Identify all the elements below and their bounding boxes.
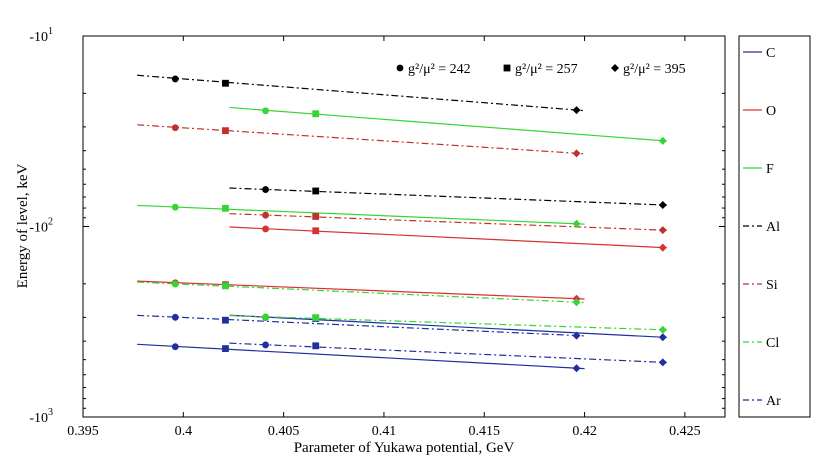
legend-label-si: Si [766, 278, 778, 293]
series-line-o [229, 226, 667, 249]
series-line-al [229, 187, 667, 206]
x-tick-label: 0.395 [67, 424, 99, 439]
legend-label-c: C [766, 46, 775, 61]
series-line-c [137, 343, 585, 370]
data-point-si-square [312, 213, 320, 220]
data-point-cl-circle [171, 280, 179, 288]
data-point-al-diamond [572, 106, 581, 115]
x-tick-label: 0.405 [268, 424, 300, 439]
data-point-o-diamond [658, 243, 667, 252]
legend-label-cl: Cl [766, 336, 779, 351]
data-point-f-circle [262, 107, 269, 115]
data-point-cl-square [222, 282, 229, 290]
series-layer [137, 74, 667, 370]
data-point-ar-square [312, 342, 320, 350]
series-line-f [229, 106, 667, 142]
x-tick-label: 0.42 [572, 424, 597, 439]
plot-area [82, 35, 726, 418]
data-point-cl-diamond [658, 325, 667, 334]
data-point-si-diamond [572, 149, 581, 158]
data-point-o-square [312, 227, 320, 235]
series-line-cl [229, 314, 667, 331]
legend-label-f: F [766, 162, 774, 177]
marker-legend-label: g²/μ² = 395 [623, 62, 686, 77]
y-tick-label: -101 [29, 26, 53, 45]
legend-marker-square-icon [503, 64, 511, 72]
marker-legend-label: g²/μ² = 242 [408, 62, 471, 77]
series-legend: C O F Al Si Cl Ar [743, 46, 781, 409]
x-tick-label: 0.41 [372, 424, 397, 439]
data-point-ar-diamond [658, 358, 667, 367]
data-point-ar-diamond [572, 331, 581, 340]
data-point-al-diamond [658, 200, 667, 209]
legend-box [738, 35, 811, 418]
data-point-al-square [312, 187, 320, 195]
data-point-cl-square [312, 314, 320, 322]
x-tick-label: 0.4 [175, 424, 193, 439]
data-point-al-circle [262, 186, 269, 193]
marker-legend-label: g²/μ² = 257 [515, 62, 578, 77]
data-point-ar-circle [262, 341, 269, 349]
data-point-f-square [222, 204, 229, 212]
data-point-cl-circle [262, 313, 269, 321]
legend-marker-diamond-icon [611, 64, 619, 72]
data-point-si-circle [262, 211, 269, 219]
data-point-f-circle [171, 203, 179, 211]
data-point-f-square [312, 110, 320, 118]
legend-label-al: Al [766, 220, 780, 235]
series-line-c [229, 314, 667, 339]
x-tick-label: 0.425 [669, 424, 701, 439]
series-line-ar [229, 342, 667, 364]
y-tick-label: -102 [29, 217, 53, 236]
data-point-c-circle [171, 343, 179, 351]
marker-layer [171, 75, 667, 373]
data-point-si-circle [171, 124, 179, 132]
data-point-f-diamond [658, 136, 667, 145]
data-point-c-diamond [658, 333, 667, 342]
x-axis-label: Parameter of Yukawa potential, GeV [294, 440, 515, 456]
y-axis-label: Energy of level, keV [15, 163, 31, 288]
legend-label-ar: Ar [766, 394, 781, 409]
marker-legend: g²/μ² = 242 g²/μ² = 257 g²/μ² = 395 [396, 62, 686, 77]
series-line-f [137, 204, 585, 225]
data-point-cl-diamond [572, 298, 581, 307]
data-point-al-square [222, 79, 229, 87]
y-tick-label: -103 [29, 407, 53, 426]
data-point-c-square [222, 345, 229, 352]
data-point-c-diamond [572, 364, 581, 373]
x-axis-ticks: 0.395 0.4 0.405 0.41 0.415 0.42 0.425 [67, 36, 701, 439]
data-point-f-diamond [572, 219, 581, 228]
data-point-al-circle [171, 75, 179, 83]
legend-marker-circle-icon [396, 64, 404, 72]
legend-label-o: O [766, 104, 776, 119]
series-line-si [229, 213, 667, 231]
x-tick-label: 0.415 [469, 424, 501, 439]
series-line-o [137, 280, 585, 300]
data-point-ar-square [222, 316, 229, 324]
data-point-si-diamond [658, 226, 667, 235]
data-point-si-square [222, 127, 229, 135]
y-axis-ticks: -101 -102 -103 [29, 26, 725, 426]
data-point-ar-circle [171, 313, 179, 321]
data-point-o-circle [262, 225, 269, 233]
